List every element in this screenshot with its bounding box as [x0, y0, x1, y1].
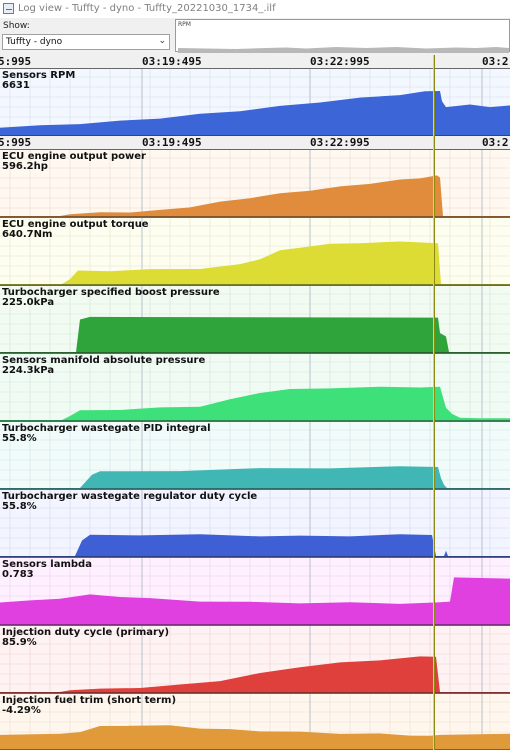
channel-graph [0, 354, 510, 421]
channel-panel[interactable]: Turbocharger wastegate regulator duty cy… [0, 489, 510, 557]
channel-value: 6631 [2, 80, 30, 91]
channel-name: Turbocharger specified boost pressure [2, 287, 220, 298]
window-title: Log view - Tuffty - dyno - Tuffty_202210… [18, 3, 276, 14]
channel-graph [0, 69, 510, 136]
channel-panel[interactable]: Sensors manifold absolute pressure 224.3k… [0, 353, 510, 421]
time-tick: 03:2 [482, 136, 509, 149]
time-tick: 03:19:495 [142, 136, 202, 149]
channel-name: Sensors manifold absolute pressure [2, 355, 206, 366]
time-axis-second: 5:995 03:19:495 03:22:995 03:2 [0, 136, 510, 149]
log-view-icon [3, 3, 14, 14]
channel-name: Turbocharger wastegate regulator duty cy… [2, 491, 258, 502]
channel-value: 85.9% [2, 637, 37, 648]
channel-name: Sensors RPM [2, 70, 76, 81]
overview-label: RPM [178, 21, 191, 28]
channel-value: 224.3kPa [2, 365, 55, 376]
show-select[interactable]: Tuffty - dyno ⌄ [2, 34, 170, 50]
channel-panel[interactable]: Injection fuel trim (short term) -4.29% [0, 693, 510, 750]
channel-panel[interactable]: ECU engine output torque 640.7Nm [0, 217, 510, 285]
channel-graph [0, 218, 510, 285]
channel-graph [0, 558, 510, 625]
time-tick: 03:22:995 [310, 55, 370, 68]
channel-value: 0.783 [2, 569, 34, 580]
channel-area [0, 725, 510, 750]
channel-panel[interactable]: Sensors RPM 6631 [0, 68, 510, 136]
channel-area [0, 466, 510, 489]
time-axis-top: 5:995 03:19:495 03:22:995 03:2 [0, 55, 510, 69]
show-label: Show: [3, 21, 30, 31]
channel-area [0, 386, 510, 421]
time-tick: 03:22:995 [310, 136, 370, 149]
channel-area [0, 175, 510, 217]
channel-area [0, 577, 510, 625]
channel-panel[interactable]: Injection duty cycle (primary) 85.9% [0, 625, 510, 693]
overview-graph [178, 47, 509, 53]
channel-value: 55.8% [2, 501, 37, 512]
time-tick: 03:19:495 [142, 55, 202, 68]
channel-name: Injection fuel trim (short term) [2, 695, 177, 706]
time-tick: 5:995 [0, 55, 32, 68]
channel-value: 640.7Nm [2, 229, 53, 240]
channel-area [0, 241, 510, 285]
channel-name: Turbocharger wastegate PID integral [2, 423, 211, 434]
channel-panel[interactable]: ECU engine output power 596.2hp [0, 149, 510, 217]
channel-panel[interactable]: Sensors lambda 0.783 [0, 557, 510, 625]
channel-name: ECU engine output torque [2, 219, 149, 230]
channel-panel[interactable]: Turbocharger wastegate PID integral 55.8% [0, 421, 510, 489]
time-cursor[interactable] [433, 55, 435, 750]
time-tick: 03:2 [482, 55, 509, 68]
channel-graph [0, 286, 510, 353]
channel-graph [0, 626, 510, 693]
chevron-down-icon[interactable]: ⌄ [158, 36, 166, 46]
channel-value: -4.29% [2, 705, 41, 716]
channel-area [0, 91, 510, 136]
show-select-value: Tuffty - dyno [6, 37, 63, 47]
channel-panel[interactable]: Turbocharger specified boost pressure 225… [0, 285, 510, 353]
channel-name: ECU engine output power [2, 151, 146, 162]
channel-area [0, 656, 510, 693]
channel-graph [0, 422, 510, 489]
channel-area [0, 534, 510, 557]
channel-graph [0, 490, 510, 557]
title-bar: Log view - Tuffty - dyno - Tuffty_202210… [0, 0, 510, 19]
channel-value: 225.0kPa [2, 297, 55, 308]
channel-graph [0, 694, 510, 750]
time-tick: 5:995 [0, 136, 32, 149]
overview-strip[interactable]: RPM [175, 19, 510, 53]
channel-name: Sensors lambda [2, 559, 92, 570]
channel-area [0, 316, 510, 353]
channel-graph [0, 150, 510, 217]
channel-value: 55.8% [2, 433, 37, 444]
channel-name: Injection duty cycle (primary) [2, 627, 170, 638]
channel-value: 596.2hp [2, 161, 48, 172]
